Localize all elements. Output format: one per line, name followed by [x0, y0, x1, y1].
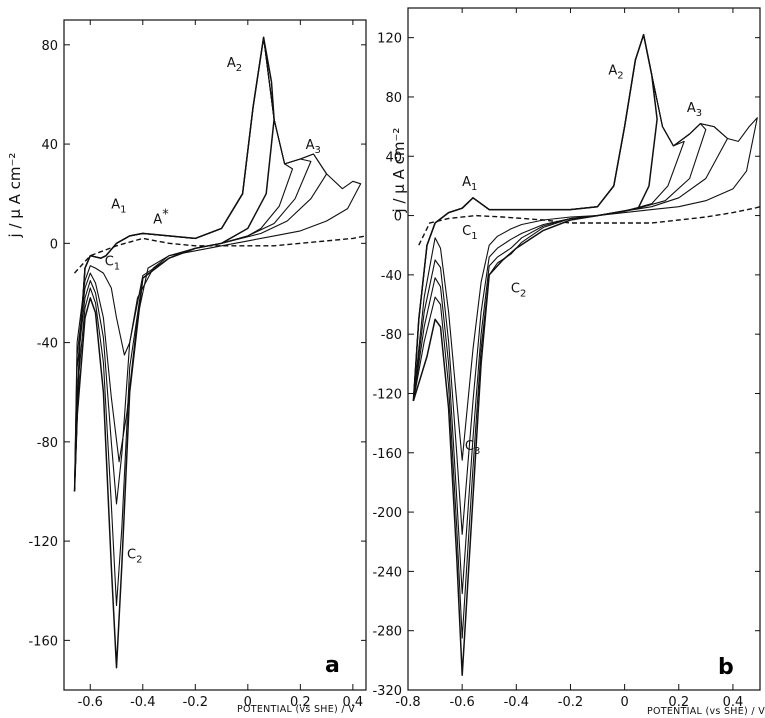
y-tick-label: -160: [28, 634, 58, 649]
plot-frame: [407, 7, 761, 691]
peak-label-main: A: [687, 101, 696, 116]
x-axis-label: POTENTIAL (vs SHE) / V: [647, 706, 765, 717]
y-tick-label: -80: [381, 328, 402, 343]
voltammogram-cycle-2: [412, 34, 685, 639]
y-tick-label: -160: [372, 447, 402, 462]
dashed-reference-curve: [73, 235, 366, 274]
y-tick-label: -120: [372, 387, 402, 402]
plot-area: [412, 33, 760, 676]
y-tick-label: -40: [37, 337, 58, 352]
y-tick-label: -80: [37, 436, 58, 451]
x-tick-label: 0.2: [668, 695, 689, 710]
x-tick-label: -0.2: [558, 695, 583, 710]
y-tick-label: -280: [372, 625, 402, 640]
peak-label-subscript: 1: [114, 262, 120, 273]
peak-label: C2: [511, 282, 526, 300]
x-axis-label: POTENTIAL (vs SHE) / V: [237, 704, 355, 715]
peak-label: A1: [462, 175, 477, 193]
plot-area: [73, 36, 366, 669]
peak-label-subscript: 2: [617, 71, 623, 82]
peak-label-subscript: 1: [471, 231, 477, 242]
peak-label-main: A: [306, 138, 315, 153]
peak-label: A2: [608, 64, 623, 82]
peak-label-subscript: 3: [315, 145, 321, 156]
y-tick-label: -120: [28, 535, 58, 550]
x-tick-label: 0.4: [723, 695, 744, 710]
voltammogram-cycle-3: [412, 34, 707, 595]
peak-label-superscript: *: [162, 207, 169, 222]
y-tick-label: -200: [372, 506, 402, 521]
peak-label-subscript: 1: [471, 182, 477, 193]
voltammogram-cycle-2: [73, 36, 294, 607]
voltammogram-cycle-3: [73, 36, 312, 505]
x-tick-label: 0.2: [290, 695, 311, 710]
peak-label-main: C: [511, 282, 520, 297]
voltammogram-cycle-5: [412, 34, 758, 461]
x-tick-label: -0.6: [449, 695, 474, 710]
peak-label: A2: [227, 56, 242, 74]
x-tick-label: -0.4: [504, 695, 529, 710]
plot-frame: [63, 19, 367, 691]
y-tick-label: 40: [385, 150, 402, 165]
x-tick-label: 0: [244, 695, 252, 710]
y-tick-label: 0: [50, 237, 58, 252]
peak-label: A3: [687, 101, 702, 119]
x-tick-label: -0.8: [395, 695, 420, 710]
peak-label-main: C: [127, 547, 136, 562]
peak-label-main: A: [608, 64, 617, 79]
peak-label-subscript: 3: [474, 446, 480, 457]
dashed-reference-curve: [418, 206, 760, 246]
peak-label-main: C: [105, 255, 114, 270]
y-tick-label: 40: [41, 138, 58, 153]
y-axis-label: j / μ A cm⁻²: [390, 128, 408, 214]
peak-label-subscript: 2: [136, 554, 142, 565]
y-axis-label: j / μ A cm⁻²: [6, 153, 24, 239]
y-tick-label: 0: [394, 210, 402, 225]
peak-label-main: C: [465, 439, 474, 454]
y-tick-label: 120: [377, 32, 402, 47]
x-tick-label: -0.6: [78, 695, 103, 710]
y-tick-label: -40: [381, 269, 402, 284]
y-tick-label: -240: [372, 565, 402, 580]
peak-label-main: A: [111, 198, 120, 213]
peak-label: C1: [105, 255, 120, 273]
y-tick-label: -320: [372, 684, 402, 699]
peak-label-subscript: 1: [120, 205, 126, 216]
peak-label: A3: [306, 138, 321, 156]
peak-label-subscript: 3: [696, 108, 702, 119]
peak-label-main: C: [462, 224, 471, 239]
peak-label-subscript: 2: [520, 289, 526, 300]
peak-label-main: A: [227, 56, 236, 71]
panel-label: a: [325, 653, 340, 678]
panel-b: 12080400-40-80-120-160-200-240-280-320-0…: [372, 7, 765, 717]
x-tick-label: 0: [620, 695, 628, 710]
x-tick-label: 0.4: [343, 695, 364, 710]
voltammogram-cycle-5: [73, 36, 362, 492]
peak-label: A*: [153, 207, 169, 227]
voltammogram-cycle-4: [412, 34, 729, 535]
peak-label: C1: [462, 224, 477, 242]
panel-a: 80 40 0 -40 -80 -120 -160 -0.6 -0.4 -0.2 0 0.2 0.4 j …: [6, 19, 367, 715]
y-tick-label: 80: [385, 91, 402, 106]
peak-label: A1: [111, 198, 126, 216]
x-tick-label: -0.2: [183, 695, 208, 710]
y-tick-label: 80: [41, 39, 58, 54]
peak-label: C2: [127, 547, 142, 565]
peak-label: C3: [465, 439, 480, 457]
x-tick-label: -0.4: [130, 695, 155, 710]
peak-label-main: A: [153, 212, 162, 227]
peak-label-main: A: [462, 175, 471, 190]
panel-label: b: [718, 655, 734, 680]
peak-label-subscript: 2: [236, 63, 242, 74]
